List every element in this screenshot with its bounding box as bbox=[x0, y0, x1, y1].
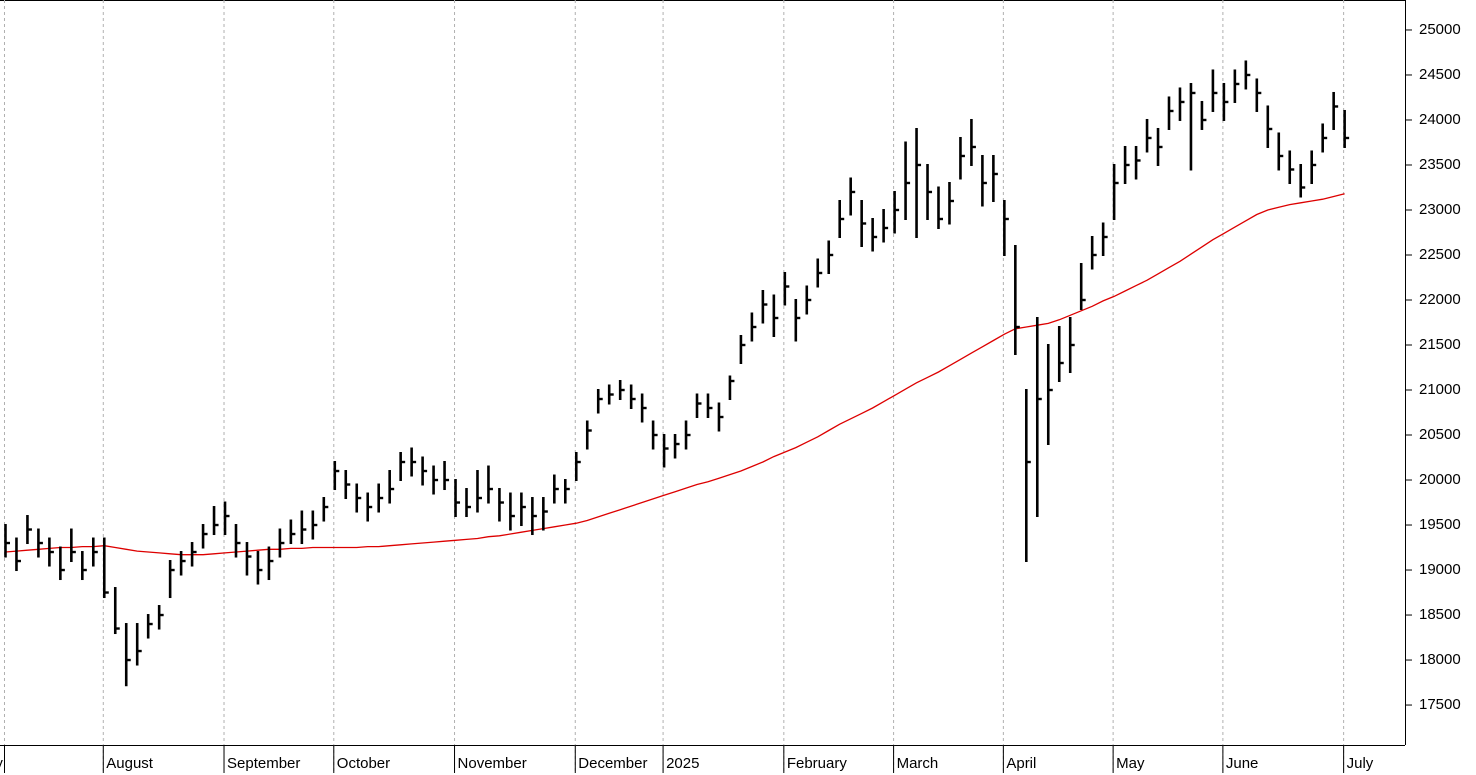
x-tick-label: ly bbox=[0, 755, 3, 772]
x-tick-label: July bbox=[1347, 755, 1374, 772]
x-tick-label: March bbox=[897, 755, 939, 772]
y-tick-label: 18500 bbox=[1419, 606, 1461, 623]
y-tick-label: 23500 bbox=[1419, 156, 1461, 173]
x-tick-label: June bbox=[1226, 755, 1259, 772]
x-tick-label: November bbox=[458, 755, 527, 772]
x-tick-label: February bbox=[787, 755, 848, 772]
x-tick-label: December bbox=[578, 755, 647, 772]
x-tick-label: 2025 bbox=[666, 755, 699, 772]
y-tick-label: 20000 bbox=[1419, 471, 1461, 488]
y-tick-label: 23000 bbox=[1419, 201, 1461, 218]
y-tick-label: 17500 bbox=[1419, 696, 1461, 713]
y-tick-label: 24500 bbox=[1419, 66, 1461, 83]
y-tick-label: 18000 bbox=[1419, 651, 1461, 668]
y-tick-label: 25000 bbox=[1419, 21, 1461, 38]
y-tick-label: 21000 bbox=[1419, 381, 1461, 398]
y-tick-label: 22500 bbox=[1419, 246, 1461, 263]
x-tick-label: May bbox=[1116, 755, 1145, 772]
y-tick-label: 19000 bbox=[1419, 561, 1461, 578]
y-tick-label: 20500 bbox=[1419, 426, 1461, 443]
x-tick-label: October bbox=[337, 755, 390, 772]
y-tick-label: 21500 bbox=[1419, 336, 1461, 353]
x-tick-label: August bbox=[106, 755, 154, 772]
moving-average-line bbox=[5, 193, 1345, 556]
y-tick-label: 24000 bbox=[1419, 111, 1461, 128]
x-tick-label: April bbox=[1006, 755, 1036, 772]
x-tick-label: September bbox=[227, 755, 300, 772]
y-tick-label: 19500 bbox=[1419, 516, 1461, 533]
y-tick-label: 22000 bbox=[1419, 291, 1461, 308]
